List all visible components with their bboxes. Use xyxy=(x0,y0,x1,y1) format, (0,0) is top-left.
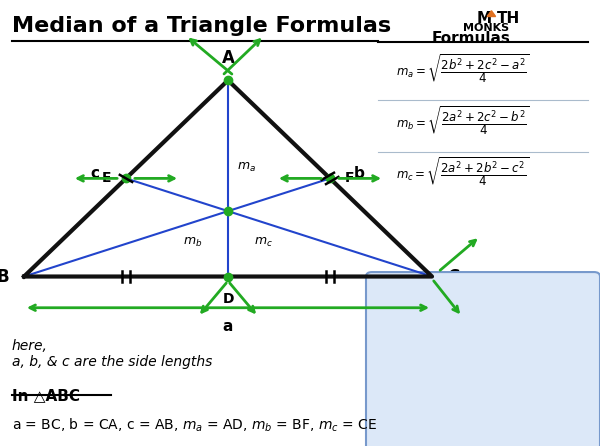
Text: $m_a$: $m_a$ xyxy=(237,161,256,174)
Text: $m_b$: $m_b$ xyxy=(183,236,202,249)
Text: c: c xyxy=(90,166,99,182)
Text: F: F xyxy=(345,171,355,186)
Text: $m_c = \sqrt{\dfrac{2a^2 + 2b^2 - c^2}{4}}$: $m_c = \sqrt{\dfrac{2a^2 + 2b^2 - c^2}{4… xyxy=(396,156,529,188)
Text: TH: TH xyxy=(497,11,520,26)
Text: b: b xyxy=(354,166,365,182)
Text: a = BC, b = CA, c = AB, $m_a$ = AD, $m_b$ = BF, $m_c$ = CE: a = BC, b = CA, c = AB, $m_a$ = AD, $m_b… xyxy=(12,417,377,434)
Text: here,
a, b, & c are the side lengths: here, a, b, & c are the side lengths xyxy=(12,339,212,369)
Text: M: M xyxy=(477,11,492,26)
Text: $m_c$: $m_c$ xyxy=(254,236,273,249)
FancyBboxPatch shape xyxy=(366,272,600,446)
Text: MONKS: MONKS xyxy=(463,23,509,33)
Text: C: C xyxy=(447,268,459,285)
Text: $m_b = \sqrt{\dfrac{2a^2 + 2c^2 - b^2}{4}}$: $m_b = \sqrt{\dfrac{2a^2 + 2c^2 - b^2}{4… xyxy=(396,104,530,136)
Text: In △ABC: In △ABC xyxy=(12,388,80,403)
Text: Formulas: Formulas xyxy=(431,31,511,46)
Text: A: A xyxy=(221,49,235,67)
Text: Median of a Triangle Formulas: Median of a Triangle Formulas xyxy=(12,16,391,36)
Polygon shape xyxy=(487,11,496,17)
Text: a: a xyxy=(223,319,233,334)
Text: D: D xyxy=(222,292,234,306)
Text: B: B xyxy=(0,268,9,285)
Text: $m_a = \sqrt{\dfrac{2b^2 + 2c^2 - a^2}{4}}$: $m_a = \sqrt{\dfrac{2b^2 + 2c^2 - a^2}{4… xyxy=(396,53,530,85)
Text: E: E xyxy=(101,171,111,186)
